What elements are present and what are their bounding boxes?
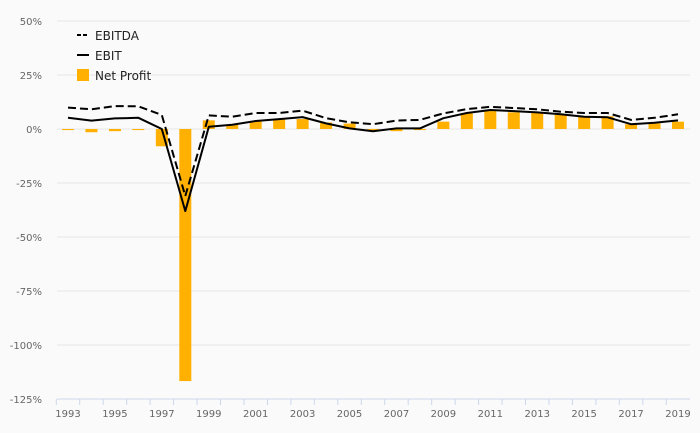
- x-tick-label: 1993: [55, 409, 80, 420]
- net-profit-bar[interactable]: [531, 112, 544, 129]
- x-tick-label: 2015: [571, 409, 596, 420]
- net-profit-bar[interactable]: [367, 129, 379, 132]
- net-profit-bar[interactable]: [413, 129, 426, 131]
- net-profit-bar[interactable]: [273, 119, 286, 129]
- net-profit-bar[interactable]: [320, 122, 333, 129]
- net-profit-bar[interactable]: [132, 129, 145, 131]
- net-profit-bar[interactable]: [296, 119, 309, 129]
- net-profit-bar[interactable]: [202, 120, 215, 129]
- net-profit-bar[interactable]: [85, 129, 98, 133]
- net-profit-bar[interactable]: [507, 112, 520, 129]
- x-tick-label: 2001: [243, 409, 268, 420]
- x-tick-label: 2011: [478, 409, 503, 420]
- legend-label-ebitda: EBITDA: [95, 29, 140, 43]
- y-tick-label: -75%: [16, 287, 42, 298]
- legend: EBITDA EBIT Net Profit: [77, 29, 151, 83]
- net-profit-bar[interactable]: [343, 123, 356, 129]
- net-profit-bars: [62, 111, 684, 382]
- y-axis-ticks: 50% 25% 0% -25% -50% -75% -100% -125%: [10, 17, 42, 406]
- ebit-line[interactable]: [67, 109, 679, 213]
- line-series: [67, 105, 679, 213]
- net-profit-bar[interactable]: [249, 121, 262, 129]
- net-profit-bar[interactable]: [601, 116, 614, 129]
- x-tick-label: 2013: [525, 409, 550, 420]
- net-profit-bar[interactable]: [625, 124, 638, 129]
- y-tick-label: -25%: [16, 179, 42, 190]
- x-tick-label: 2017: [618, 409, 643, 420]
- x-tick-label: 2019: [665, 409, 690, 420]
- x-tick-label: 2007: [384, 409, 409, 420]
- net-profit-bar[interactable]: [460, 113, 473, 129]
- net-profit-bar[interactable]: [484, 111, 497, 129]
- legend-item-ebitda[interactable]: EBITDA: [77, 29, 140, 43]
- y-tick-label: 25%: [20, 71, 42, 82]
- y-tick-label: -50%: [16, 233, 42, 244]
- net-profit-bar[interactable]: [578, 116, 591, 129]
- net-profit-bar[interactable]: [62, 129, 74, 131]
- x-tick-label: 1999: [196, 409, 221, 420]
- x-tick-label: 1997: [149, 409, 174, 420]
- x-tick-label: 2009: [431, 409, 456, 420]
- y-tick-label: -125%: [10, 395, 42, 406]
- net-profit-bar[interactable]: [672, 121, 684, 129]
- net-profit-bar[interactable]: [648, 123, 661, 129]
- net-profit-bar[interactable]: [108, 129, 121, 132]
- x-tick-label: 1995: [102, 409, 127, 420]
- legend-swatch-net-profit: [77, 69, 89, 81]
- legend-item-ebit[interactable]: EBIT: [77, 49, 122, 63]
- net-profit-bar[interactable]: [226, 124, 239, 129]
- x-axis: 1993 1995 1997 1999 2001 2003 2005 2007 2009 2011…: [55, 398, 691, 420]
- net-profit-bar[interactable]: [390, 129, 403, 132]
- legend-label-net-profit: Net Profit: [95, 69, 151, 83]
- y-tick-label: 0%: [26, 125, 42, 136]
- legend-label-ebit: EBIT: [95, 49, 122, 63]
- legend-item-net-profit[interactable]: Net Profit: [77, 69, 151, 83]
- x-tick-label: 2003: [290, 409, 315, 420]
- ebitda-line[interactable]: [67, 105, 679, 197]
- y-tick-label: 50%: [20, 17, 42, 28]
- x-tick-label: 2005: [337, 409, 362, 420]
- net-profit-bar[interactable]: [437, 121, 450, 129]
- net-profit-bar[interactable]: [179, 129, 192, 382]
- net-profit-bar[interactable]: [554, 114, 567, 129]
- gridlines: [57, 20, 690, 346]
- y-tick-label: -100%: [10, 341, 42, 352]
